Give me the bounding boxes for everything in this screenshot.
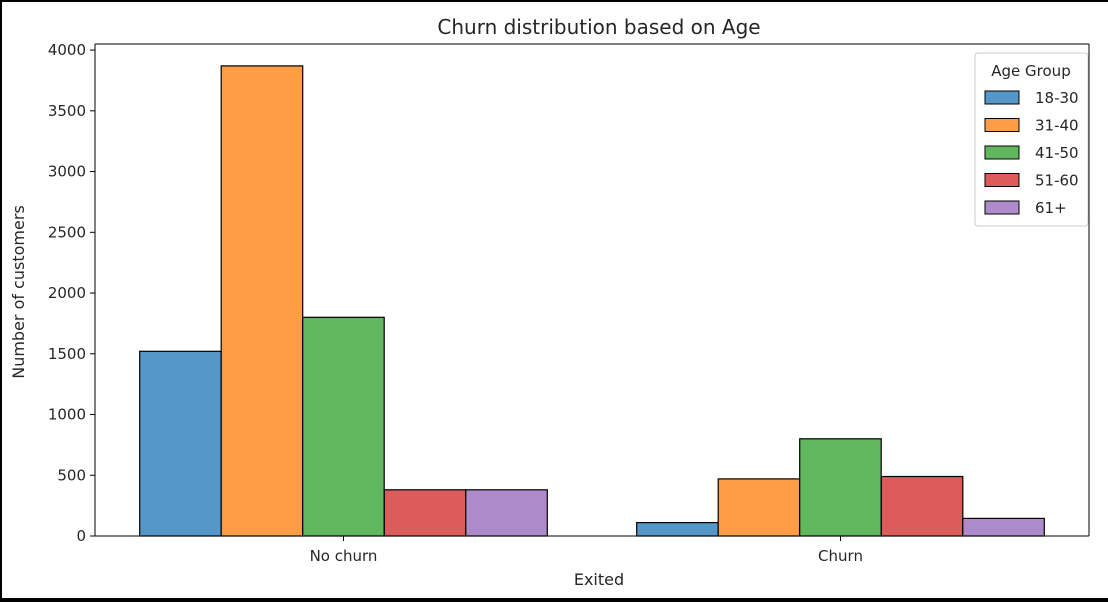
chart-title: Churn distribution based on Age xyxy=(437,15,760,39)
bar-61plus-churn xyxy=(962,517,1045,537)
bar-41-50-no-churn xyxy=(302,316,385,537)
y-tick-label: 1500 xyxy=(48,345,86,363)
bar-18-30-no-churn xyxy=(139,350,222,537)
bar-41-50-churn xyxy=(799,438,882,537)
y-tick-label: 0 xyxy=(76,527,86,545)
bar-31-40-no-churn xyxy=(220,65,304,537)
y-tick-label: 1000 xyxy=(48,406,86,424)
legend-entry-label: 51-60 xyxy=(1035,172,1079,190)
y-tick-label: 2500 xyxy=(48,223,86,241)
y-tick-label: 2000 xyxy=(48,284,86,302)
bar-51-60-churn xyxy=(880,475,964,537)
bars-group xyxy=(139,65,1045,537)
bar-18-30-churn xyxy=(636,521,719,537)
legend-swatch xyxy=(984,200,1020,215)
axes-group: 0 500 1000 1500 2000 2500 3000 3500 4000 No churn… xyxy=(48,41,1090,565)
y-tick-label: 500 xyxy=(57,466,86,484)
bar-31-40-churn xyxy=(717,478,801,537)
y-tick-label: 3500 xyxy=(48,102,86,120)
x-axis-label: Exited xyxy=(574,570,624,589)
y-tick-label: 3000 xyxy=(48,163,86,181)
legend-swatch xyxy=(984,118,1020,132)
legend-entry-label: 18-30 xyxy=(1035,89,1079,107)
legend: Age Group 18-30 31-40 41-50 51-60 61+ xyxy=(974,52,1089,227)
legend-swatch xyxy=(984,145,1020,160)
y-axis-label: Number of customers xyxy=(9,205,28,379)
legend-entry-label: 41-50 xyxy=(1035,144,1079,162)
legend-title: Age Group xyxy=(991,62,1070,80)
legend-entry-label: 61+ xyxy=(1035,199,1067,217)
x-tick-label: Churn xyxy=(818,547,863,565)
x-tick-label: No churn xyxy=(310,547,378,565)
legend-entry-label: 31-40 xyxy=(1035,117,1079,135)
bar-51-60-no-churn xyxy=(383,489,467,537)
y-tick-label: 4000 xyxy=(48,41,86,59)
bar-61plus-no-churn xyxy=(465,489,548,537)
legend-swatch xyxy=(984,173,1020,187)
legend-swatch xyxy=(984,90,1020,105)
